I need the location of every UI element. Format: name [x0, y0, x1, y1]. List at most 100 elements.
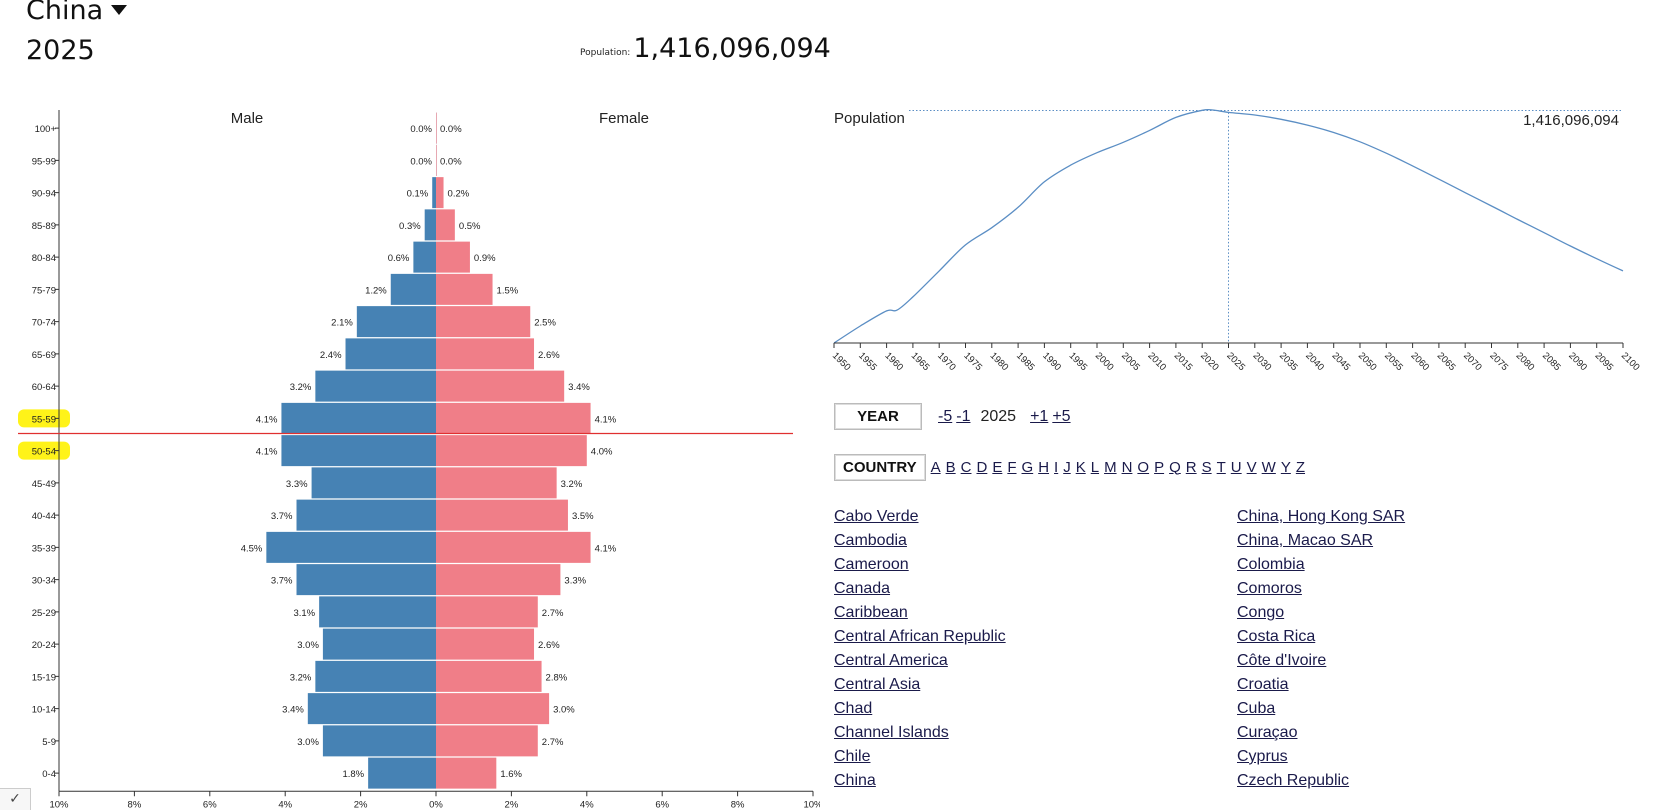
country-link[interactable]: Côte d'Ivoire	[1237, 652, 1327, 669]
male-value-label: 0.0%	[410, 156, 432, 167]
female-bar	[436, 693, 550, 725]
country-link[interactable]: Cabo Verde	[834, 508, 919, 525]
letter-link-b[interactable]: B	[945, 458, 956, 476]
male-bar	[413, 241, 436, 273]
year-minus-1-link[interactable]: -1	[956, 407, 971, 425]
female-bar	[436, 177, 444, 209]
country-name: China	[26, 0, 104, 26]
letter-link-a[interactable]: A	[930, 458, 941, 476]
letter-link-s[interactable]: S	[1201, 458, 1212, 476]
letter-link-v[interactable]: V	[1246, 458, 1257, 476]
letter-link-e[interactable]: E	[992, 458, 1003, 476]
letter-link-j[interactable]: J	[1063, 458, 1071, 476]
country-link[interactable]: Chile	[834, 748, 871, 765]
check-icon[interactable]: ✓	[0, 788, 31, 810]
female-value-label: 3.2%	[561, 479, 583, 490]
letter-link-q[interactable]: Q	[1169, 458, 1181, 476]
letter-link-f[interactable]: F	[1007, 458, 1017, 476]
x-tick-label: 6%	[655, 799, 669, 810]
country-link[interactable]: Costa Rica	[1237, 628, 1316, 645]
series-label: Population	[834, 110, 905, 127]
letter-link-n[interactable]: N	[1121, 458, 1133, 476]
female-bar	[436, 435, 587, 467]
x-tick-label: 2040	[1303, 350, 1326, 373]
country-link[interactable]: Colombia	[1237, 556, 1305, 573]
country-link[interactable]: China, Hong Kong SAR	[1237, 508, 1406, 525]
country-link[interactable]: Cameroon	[834, 556, 909, 573]
letter-link-c[interactable]: C	[960, 458, 972, 476]
population-value: 1,416,096,094	[633, 33, 831, 64]
x-tick-label: 1990	[1040, 350, 1063, 373]
letter-link-z[interactable]: Z	[1295, 458, 1306, 476]
country-link[interactable]: Central America	[834, 652, 948, 669]
country-selector[interactable]: China	[26, 0, 128, 28]
country-link[interactable]: Cyprus	[1237, 748, 1288, 765]
country-link[interactable]: China	[834, 772, 876, 789]
country-link[interactable]: Central African Republic	[834, 628, 1006, 645]
country-link[interactable]: Comoros	[1237, 580, 1302, 597]
letter-link-m[interactable]: M	[1104, 458, 1117, 476]
male-bar	[322, 628, 436, 660]
letter-link-y[interactable]: Y	[1280, 458, 1291, 476]
male-value-label: 4.1%	[256, 447, 278, 458]
age-group-label: 0-4	[42, 769, 56, 780]
male-bar	[281, 402, 436, 434]
letter-link-d[interactable]: D	[976, 458, 988, 476]
female-value-label: 3.5%	[572, 511, 594, 522]
country-link[interactable]: China, Macao SAR	[1237, 532, 1374, 549]
country-link[interactable]: Channel Islands	[834, 724, 949, 741]
x-tick-label: 1975	[961, 350, 984, 373]
year-button[interactable]: YEAR	[834, 403, 922, 430]
age-group-label: 15-19	[32, 672, 56, 683]
population-label: Population:	[580, 48, 631, 58]
country-link[interactable]: Cambodia	[834, 532, 907, 549]
age-group-label: 75-79	[32, 285, 56, 296]
country-link[interactable]: Czech Republic	[1237, 772, 1350, 789]
letter-link-k[interactable]: K	[1075, 458, 1086, 476]
male-value-label: 3.7%	[271, 576, 293, 587]
x-tick-label: 1965	[909, 350, 932, 373]
letter-link-o[interactable]: O	[1137, 458, 1150, 476]
country-link[interactable]: Congo	[1237, 604, 1285, 621]
country-link[interactable]: Cuba	[1237, 700, 1276, 717]
x-tick-label: 2025	[1224, 350, 1247, 373]
male-bar	[311, 467, 436, 499]
male-value-label: 3.0%	[297, 640, 319, 651]
female-bar	[436, 241, 470, 273]
country-link[interactable]: Croatia	[1237, 676, 1289, 693]
age-group-label: 45-49	[32, 479, 56, 490]
male-bar	[315, 660, 436, 692]
age-group-label: 90-94	[32, 189, 56, 200]
letter-link-h[interactable]: H	[1038, 458, 1050, 476]
country-link[interactable]: Chad	[834, 700, 873, 717]
x-tick-label: 1995	[1067, 350, 1090, 373]
x-tick-label: 2070	[1461, 350, 1484, 373]
letter-link-g[interactable]: G	[1021, 458, 1034, 476]
letter-link-r[interactable]: R	[1185, 458, 1197, 476]
letter-link-t[interactable]: T	[1216, 458, 1226, 476]
letter-link-w[interactable]: W	[1261, 458, 1276, 476]
letter-link-u[interactable]: U	[1230, 458, 1242, 476]
x-tick-label: 2015	[1172, 350, 1195, 373]
country-button[interactable]: COUNTRY	[834, 454, 926, 481]
female-bar	[436, 499, 568, 531]
letter-link-i[interactable]: I	[1054, 458, 1059, 476]
country-link[interactable]: Canada	[834, 580, 891, 597]
year-plus-1-link[interactable]: +1	[1030, 407, 1049, 425]
female-value-label: 3.4%	[568, 382, 590, 393]
country-link[interactable]: Central Asia	[834, 676, 921, 693]
country-link[interactable]: Caribbean	[834, 604, 908, 621]
letter-link-p[interactable]: P	[1154, 458, 1165, 476]
population-series-line	[833, 108, 1624, 344]
country-link[interactable]: Curaçao	[1237, 724, 1298, 741]
letter-link-l[interactable]: L	[1090, 458, 1100, 476]
category-highlight-mark	[18, 441, 70, 460]
year-controls: YEAR -5 -1 2025 +1 +5	[834, 403, 1071, 430]
female-bar	[436, 628, 535, 660]
x-tick-label: 2005	[1119, 350, 1142, 373]
female-value-label: 2.6%	[538, 640, 560, 651]
year-minus-5-link[interactable]: -5	[938, 407, 953, 425]
year-plus-5-link[interactable]: +5	[1052, 407, 1071, 425]
country-list-column-1: Cabo Verde Cambodia Cameroon Canada Caribbea…	[834, 505, 1006, 793]
